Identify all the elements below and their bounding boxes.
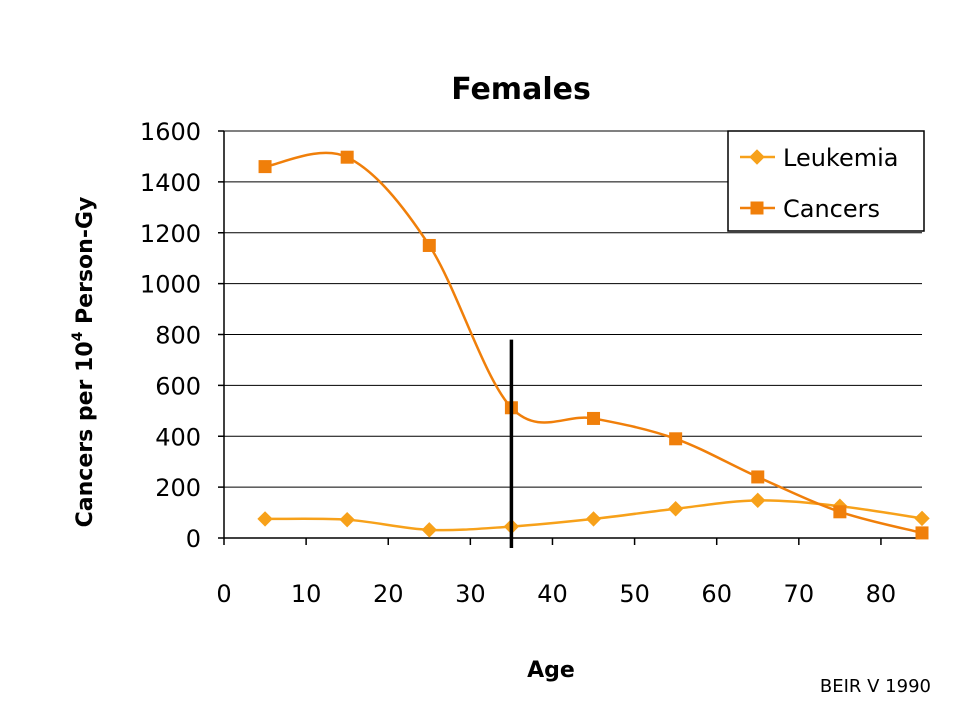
series-leukemia <box>257 492 930 538</box>
y-axis-title-exponent: 4 <box>70 331 86 341</box>
point-cancers-75 <box>833 505 847 519</box>
y-axis-title: Cancers per 104 Person-Gy <box>70 197 98 528</box>
y-tick-label-200: 200 <box>155 474 201 502</box>
point-cancers-55 <box>669 432 683 446</box>
series-cancers <box>258 150 929 540</box>
x-tick-label-40: 40 <box>537 580 568 608</box>
x-tick-label-0: 0 <box>216 580 231 608</box>
point-cancers-85 <box>915 526 929 540</box>
point-leukemia-25 <box>421 522 438 538</box>
axes <box>218 130 922 545</box>
legend: Leukemia Cancers <box>727 130 925 232</box>
y-axis-title-part-2: Person-Gy <box>73 197 98 332</box>
legend-marker-cancers <box>750 201 764 215</box>
legend-label-leukemia: Leukemia <box>783 144 899 172</box>
x-tick-label-70: 70 <box>784 580 815 608</box>
point-leukemia-5 <box>257 511 273 527</box>
x-axis-title: Age <box>527 658 575 683</box>
point-leukemia-45 <box>585 511 602 527</box>
y-tick-label-400: 400 <box>155 423 201 451</box>
gridlines <box>224 130 922 488</box>
x-tick-label-50: 50 <box>619 580 650 608</box>
point-cancers-15 <box>340 150 354 164</box>
x-tick-label-80: 80 <box>866 580 897 608</box>
y-tick-label-600: 600 <box>155 372 201 400</box>
legend-items: Leukemia Cancers <box>740 144 899 223</box>
x-tick-label-20: 20 <box>373 580 404 608</box>
y-tick-labels: 0 200 400 600 800 1000 1200 1400 1600 <box>140 118 201 553</box>
y-tick-label-0: 0 <box>186 525 201 553</box>
point-leukemia-85 <box>914 510 930 527</box>
series-layer <box>257 150 930 540</box>
y-tick-label-1400: 1400 <box>140 169 201 197</box>
point-cancers-5 <box>258 160 272 174</box>
point-leukemia-15 <box>339 511 355 528</box>
chart-title: Females <box>451 72 591 107</box>
point-cancers-65 <box>751 470 765 484</box>
legend-label-cancers: Cancers <box>783 195 880 223</box>
x-tick-label-60: 60 <box>701 580 732 608</box>
legend-item-leukemia: Leukemia <box>740 144 899 172</box>
x-tick-labels: 0 10 20 30 40 50 60 70 80 <box>216 580 896 608</box>
x-tick-label-10: 10 <box>291 580 322 608</box>
point-leukemia-65 <box>750 492 766 509</box>
y-axis-title-part-1: Cancers per 10 <box>73 341 98 527</box>
y-tick-label-1600: 1600 <box>140 118 201 146</box>
legend-item-cancers: Cancers <box>740 195 880 223</box>
series-line-cancers <box>264 151 923 535</box>
point-leukemia-55 <box>667 501 684 517</box>
point-cancers-45 <box>587 411 601 425</box>
y-tick-label-1200: 1200 <box>140 220 201 248</box>
x-tick-label-30: 30 <box>455 580 486 608</box>
legend-marker-leukemia <box>749 149 765 165</box>
y-tick-label-1000: 1000 <box>140 271 201 299</box>
source-note: BEIR V 1990 <box>820 676 931 697</box>
point-cancers-25 <box>422 238 436 252</box>
y-tick-label-800: 800 <box>155 322 201 350</box>
